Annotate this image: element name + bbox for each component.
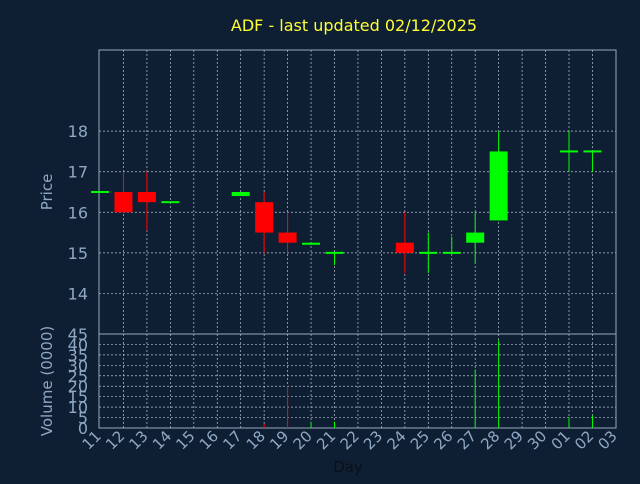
- candle-body: [255, 202, 274, 233]
- price-tick-label: 17: [68, 163, 88, 182]
- chart-title: ADF - last updated 02/12/2025: [231, 16, 477, 35]
- volume-tick-label: 25: [68, 367, 88, 386]
- volume-tick-label: 30: [68, 356, 88, 375]
- volume-bars: [263, 340, 593, 428]
- candle-body: [442, 251, 461, 254]
- volume-tick-label: 0: [78, 419, 88, 438]
- candle-body: [278, 232, 297, 243]
- candle-body: [395, 242, 414, 253]
- volume-tick-label: 35: [68, 346, 88, 365]
- candle-body: [302, 242, 321, 245]
- x-axis-label: Day: [333, 458, 363, 476]
- candle-body: [91, 191, 109, 193]
- price-tick-label: 18: [68, 122, 88, 141]
- volume-panel-frame: [98, 333, 617, 429]
- volume-tick-label: 45: [68, 325, 88, 344]
- price-tick-labels: 14 15 16 17 18: [68, 122, 88, 303]
- price-candles: [91, 131, 602, 274]
- candle-body: [137, 192, 156, 203]
- volume-tick-label: 5: [78, 409, 88, 428]
- candle-body: [489, 151, 508, 221]
- candle-body: [231, 192, 250, 197]
- candle-body: [419, 251, 438, 254]
- candle-body: [560, 150, 578, 153]
- day-tick-labels: 1112131415161718192021222324252627282930…: [79, 427, 621, 453]
- volume-tick-label: 15: [68, 388, 88, 407]
- candle-body: [161, 201, 180, 204]
- volume-axis-label: Volume (0000): [38, 326, 56, 436]
- price-tick-label: 16: [68, 203, 88, 222]
- price-tick-label: 14: [68, 284, 88, 303]
- volume-tick-label: 40: [68, 335, 88, 354]
- volume-tick-label: 20: [68, 377, 88, 396]
- price-gridlines: [99, 50, 616, 334]
- candle-body: [114, 192, 133, 213]
- price-axis-label: Price: [38, 174, 56, 211]
- price-tick-label: 15: [68, 244, 88, 263]
- candle-body: [325, 251, 344, 254]
- volume-tick-label: 10: [68, 398, 88, 417]
- candle-body: [583, 150, 602, 153]
- candle-body: [466, 232, 485, 243]
